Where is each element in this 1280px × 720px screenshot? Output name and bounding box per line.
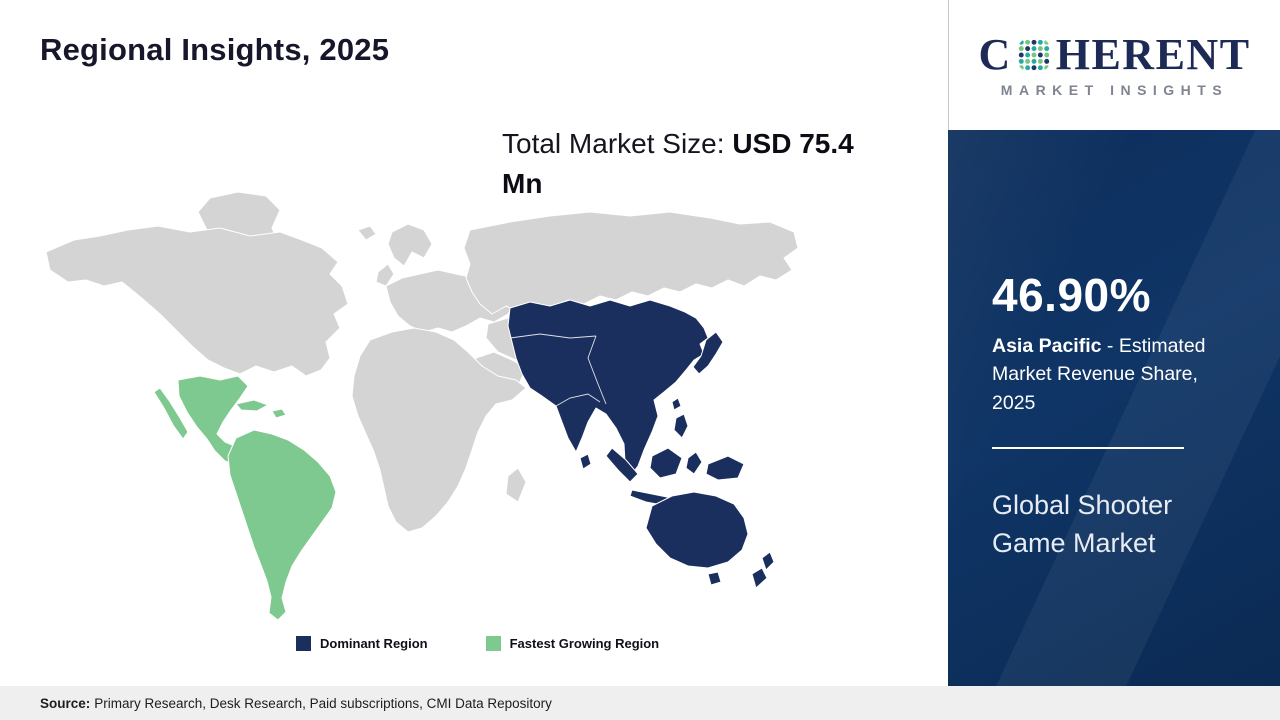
divider-line bbox=[992, 446, 1184, 449]
region-cuba bbox=[235, 399, 269, 412]
total-market-size-value: USD 75.4 Mn bbox=[502, 128, 854, 199]
dotted-globe-icon bbox=[1018, 39, 1049, 70]
region-japan bbox=[692, 331, 724, 375]
brand-logo: C HERENT MARKET INSIGHTS bbox=[948, 0, 1280, 130]
share-region-name: Asia Pacific bbox=[992, 335, 1102, 357]
source-bar: Source: Primary Research, Desk Research,… bbox=[0, 686, 1280, 720]
share-region-desc: - Estimated Market Revenue Share, 2025 bbox=[992, 335, 1206, 414]
share-value: 46.90% bbox=[992, 269, 1152, 321]
region-baja-california bbox=[153, 387, 189, 440]
source-label: Source: bbox=[40, 695, 91, 711]
legend-item-dominant: Dominant Region bbox=[296, 636, 428, 651]
map-region-fastest-growing bbox=[153, 375, 337, 620]
region-sri-lanka bbox=[579, 453, 592, 470]
region-hispaniola bbox=[271, 408, 287, 419]
legend-item-fastest-growing: Fastest Growing Region bbox=[485, 636, 660, 651]
page-title: Regional Insights, 2025 bbox=[40, 32, 390, 67]
share-description: Asia Pacific - Estimated Market Revenue … bbox=[992, 332, 1224, 417]
legend-swatch-dominant-icon bbox=[296, 636, 311, 651]
country-border-line bbox=[509, 333, 597, 339]
region-new-guinea bbox=[705, 455, 745, 481]
total-market-size: Total Market Size: USD 75.4 Mn bbox=[502, 124, 882, 204]
region-new-zealand-south bbox=[751, 567, 768, 589]
region-asia-pacific-mainland bbox=[507, 299, 709, 475]
legend-swatch-fastest-icon bbox=[485, 636, 501, 651]
brand-logo-wordmark: C HERENT bbox=[978, 29, 1251, 79]
region-uk bbox=[375, 263, 395, 287]
region-australia bbox=[645, 491, 749, 569]
legend-label-fastest-growing: Fastest Growing Region bbox=[509, 636, 660, 651]
region-africa bbox=[351, 327, 527, 533]
logo-letters-rest: HERENT bbox=[1055, 29, 1251, 79]
region-philippines bbox=[673, 413, 689, 439]
market-title: Global Shooter Game Market bbox=[992, 489, 1173, 558]
highlight-panel: 46.90% Asia Pacific - Estimated Market R… bbox=[948, 130, 1280, 686]
region-tasmania bbox=[707, 571, 722, 586]
logo-letter-c: C bbox=[978, 29, 1012, 79]
total-market-size-label: Total Market Size: bbox=[502, 128, 733, 159]
region-taiwan bbox=[671, 397, 682, 411]
country-border-line bbox=[587, 335, 607, 405]
brand-subtitle: MARKET INSIGHTS bbox=[1000, 81, 1229, 98]
legend-label-dominant: Dominant Region bbox=[320, 636, 428, 651]
region-new-zealand-north bbox=[761, 551, 775, 571]
region-north-america bbox=[45, 225, 349, 377]
region-scandinavia bbox=[387, 223, 433, 267]
region-borneo bbox=[649, 447, 683, 479]
region-madagascar bbox=[505, 467, 527, 503]
map-region-other bbox=[45, 191, 799, 533]
region-south-america bbox=[227, 429, 337, 620]
source-text: Primary Research, Desk Research, Paid su… bbox=[94, 695, 552, 711]
country-border-line bbox=[555, 393, 601, 407]
map-legend: Dominant Region Fastest Growing Region bbox=[296, 636, 659, 651]
region-sulawesi bbox=[685, 451, 703, 475]
region-russia bbox=[463, 211, 799, 315]
map-region-dominant bbox=[507, 299, 775, 589]
region-iceland bbox=[357, 225, 377, 241]
region-sumatra bbox=[605, 447, 639, 483]
world-map bbox=[45, 191, 799, 620]
